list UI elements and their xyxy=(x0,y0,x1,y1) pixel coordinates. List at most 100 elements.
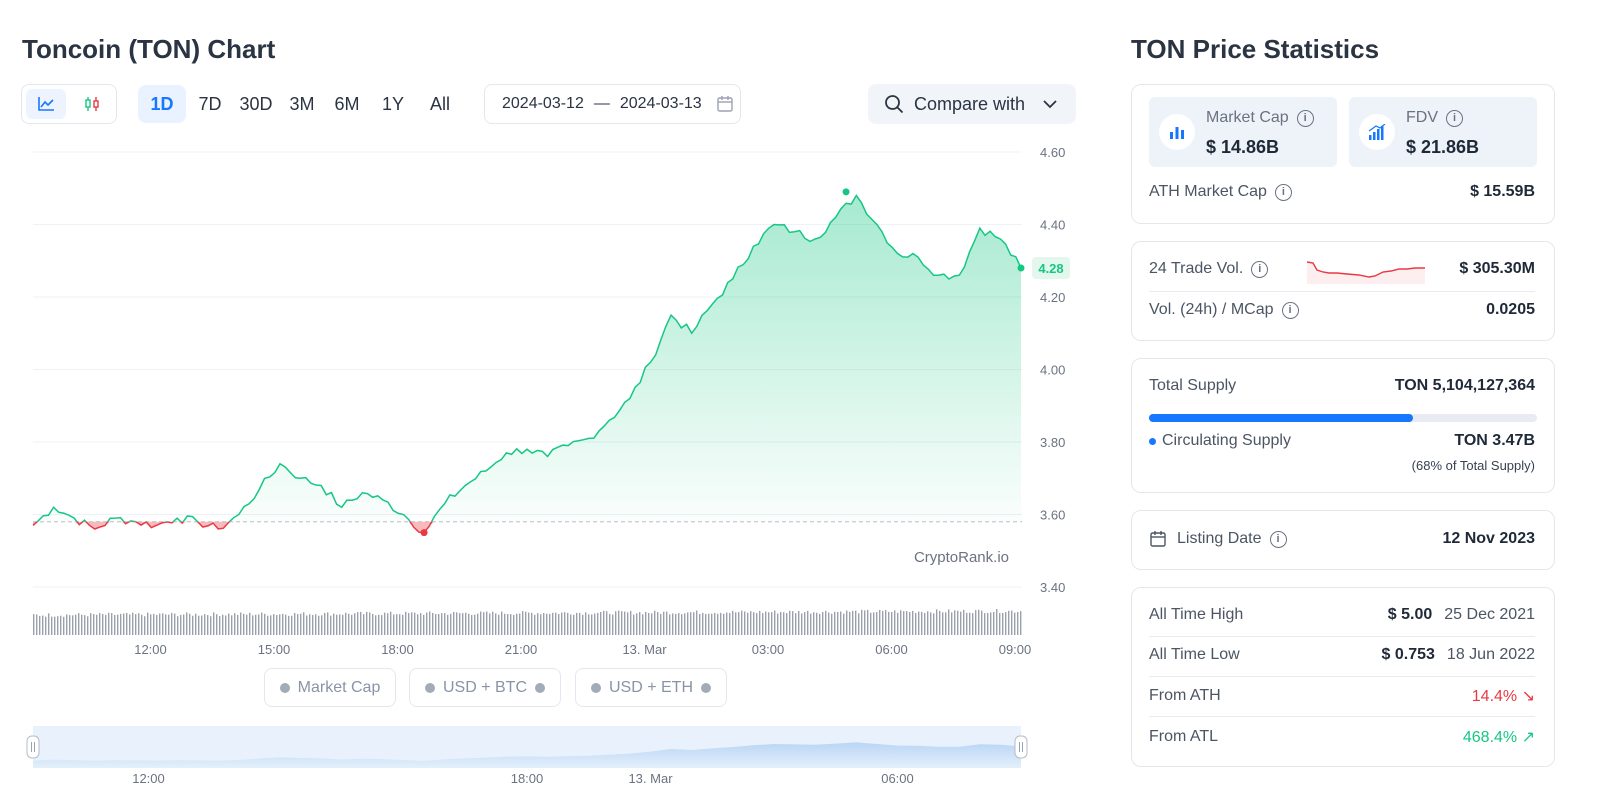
volume-bar xyxy=(921,611,923,635)
volume-bar xyxy=(753,612,755,635)
volume-bar xyxy=(504,613,506,635)
x-tick-label: 06:00 xyxy=(875,642,908,657)
chart-title: Toncoin (TON) Chart xyxy=(22,34,276,64)
circulating-supply-row: Circulating Supply TON 3.47B xyxy=(1149,432,1535,450)
candlestick-chart-button[interactable] xyxy=(72,89,112,119)
search-icon xyxy=(885,95,904,114)
price-chart[interactable]: 4.604.404.204.003.803.603.40 4.28 12:00 1… xyxy=(0,135,1100,795)
volume-bar xyxy=(486,611,488,635)
volume-bar xyxy=(618,610,620,635)
total-supply-value: TON 5,104,127,364 xyxy=(1394,377,1535,394)
volume-bar xyxy=(816,612,818,635)
volume-bar xyxy=(540,614,542,635)
volume-bar xyxy=(594,613,596,635)
volume-bar xyxy=(117,614,119,635)
ath-value: $ 5.00 xyxy=(1387,606,1433,623)
volume-bar xyxy=(87,616,89,635)
volume-bar xyxy=(747,612,749,635)
range-navigator[interactable]: 12:00 18:00 13. Mar 06:00 xyxy=(26,726,1028,786)
volume-bar xyxy=(510,614,512,635)
legend-usd-btc[interactable]: USD + BTC xyxy=(409,668,561,707)
volume-bar xyxy=(942,612,944,635)
volume-bar xyxy=(57,616,59,635)
volume-bar xyxy=(762,613,764,635)
volume-bar xyxy=(672,613,674,635)
volume-bar xyxy=(708,613,710,635)
volume-bar xyxy=(954,610,956,635)
volume-bar xyxy=(651,613,653,635)
volume-bar xyxy=(150,614,152,635)
info-icon[interactable]: i xyxy=(1296,109,1314,127)
info-icon[interactable]: i xyxy=(1274,183,1292,201)
volume-bar xyxy=(711,613,713,635)
volume-sparkline xyxy=(1307,261,1425,284)
legend-market-cap[interactable]: Market Cap xyxy=(264,668,396,707)
volume-bar xyxy=(774,610,776,635)
volume-bar xyxy=(702,612,704,635)
x-tick-label: 21:00 xyxy=(505,642,538,657)
volume-bar xyxy=(84,615,86,635)
volume-bar xyxy=(459,613,461,635)
volume-bar xyxy=(183,614,185,635)
volume-bar xyxy=(714,612,716,635)
volume-bar xyxy=(969,612,971,635)
volume-bar xyxy=(906,611,908,635)
volume-bar xyxy=(933,613,935,635)
volume-bar xyxy=(822,612,824,635)
chevron-down-icon xyxy=(1043,100,1057,109)
volume-bar xyxy=(831,613,833,635)
volume-bar xyxy=(591,614,593,635)
trade-volume-row: 24 Trade Vol. i $ 305.30M xyxy=(1149,260,1535,284)
volume-bar xyxy=(897,612,899,635)
volume-bar xyxy=(135,614,137,635)
range-30d-button[interactable]: 30D xyxy=(239,94,273,114)
range-6m-button[interactable]: 6M xyxy=(334,94,360,114)
navigator-handle xyxy=(26,735,40,759)
volume-bar xyxy=(909,612,911,635)
legend-dot xyxy=(535,682,545,693)
x-tick-label: 18:00 xyxy=(381,642,414,657)
range-1d-button[interactable]: 1D xyxy=(138,85,186,123)
info-icon[interactable]: i xyxy=(1251,260,1269,278)
info-icon[interactable]: i xyxy=(1446,109,1463,127)
volume-bar xyxy=(108,612,110,635)
volume-bar xyxy=(669,614,671,635)
legend-usd-eth[interactable]: USD + ETH xyxy=(575,668,727,707)
volume-bar xyxy=(243,613,245,635)
volume-bar xyxy=(873,612,875,635)
volume-bar xyxy=(138,613,140,635)
info-icon[interactable]: i xyxy=(1281,301,1299,319)
listing-date-value: 12 Nov 2023 xyxy=(1442,530,1535,547)
volume-bar xyxy=(636,613,638,635)
volume-bar xyxy=(735,612,737,635)
volume-bar xyxy=(699,613,701,635)
volume-bar xyxy=(81,614,83,635)
volume-bar xyxy=(462,613,464,635)
volume-bar xyxy=(153,613,155,635)
info-icon[interactable]: i xyxy=(1269,530,1287,548)
volume-bar xyxy=(507,614,509,635)
vol-mcap-value: 0.0205 xyxy=(1486,301,1535,318)
volume-bar xyxy=(789,610,791,635)
volume-bar xyxy=(834,611,836,635)
volume-bar xyxy=(1005,612,1007,635)
volume-bar xyxy=(723,613,725,635)
min-marker xyxy=(420,529,428,537)
date-range-picker[interactable]: 2024-03-12 — 2024-03-13 xyxy=(484,84,741,124)
volume-bar xyxy=(612,614,614,635)
volume-bar xyxy=(690,612,692,635)
price-line xyxy=(36,194,1022,522)
volume-bar xyxy=(663,611,665,635)
navigator-tick-label: 13. Mar xyxy=(628,771,673,786)
range-1y-button[interactable]: 1Y xyxy=(381,94,405,114)
line-chart-button[interactable] xyxy=(26,89,66,119)
compare-label: Compare with xyxy=(914,93,1026,114)
volume-bar xyxy=(837,611,839,635)
compare-with-dropdown[interactable]: Compare with xyxy=(868,84,1076,124)
range-7d-button[interactable]: 7D xyxy=(198,94,222,114)
max-marker xyxy=(842,188,850,196)
volume-bar xyxy=(609,613,611,635)
range-3m-button[interactable]: 3M xyxy=(289,94,315,114)
range-all-button[interactable]: All xyxy=(429,94,450,114)
volume-bar xyxy=(246,614,248,635)
